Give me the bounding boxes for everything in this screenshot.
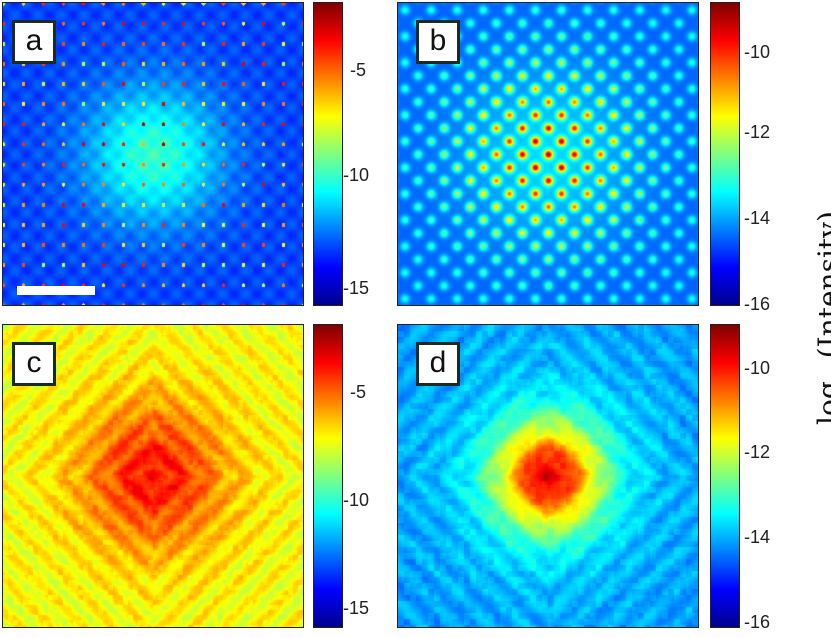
colorbar-a-tick: -10 xyxy=(343,165,370,185)
colorbar-b xyxy=(710,2,740,306)
colorbar-c-tick: -10 xyxy=(343,490,370,510)
colorbar-d-tick: -12 xyxy=(744,442,771,462)
colorbar-b-tick: -12 xyxy=(744,122,771,142)
colorbar-c-tick: -15 xyxy=(343,598,370,618)
colorbar-title: log10(Intensity) xyxy=(812,168,831,468)
colorbar-b-tick: -16 xyxy=(744,294,771,314)
panel-label-b: b xyxy=(416,20,460,64)
colorbar-d xyxy=(710,324,740,628)
colorbar-a-tick: -5 xyxy=(350,60,367,80)
colorbar-c xyxy=(313,324,343,628)
colorbar-a-tick: -15 xyxy=(343,278,370,298)
colorbar-d-tick: -16 xyxy=(744,612,771,632)
panel-label-c: c xyxy=(12,342,56,386)
colorbar-c-tick: -5 xyxy=(350,382,367,402)
colorbar-d-tick: -14 xyxy=(744,527,771,547)
panel-label-d: d xyxy=(416,342,460,386)
colorbar-title-suffix: (Intensity) xyxy=(812,211,831,359)
colorbar-b-tick: -14 xyxy=(744,208,771,228)
colorbar-a xyxy=(313,2,343,306)
panel-label-a: a xyxy=(12,20,56,64)
colorbar-d-tick: -10 xyxy=(744,358,771,378)
colorbar-b-tick: -10 xyxy=(744,42,771,62)
colorbar-title-prefix: log xyxy=(812,381,831,425)
scale-bar xyxy=(17,286,95,295)
